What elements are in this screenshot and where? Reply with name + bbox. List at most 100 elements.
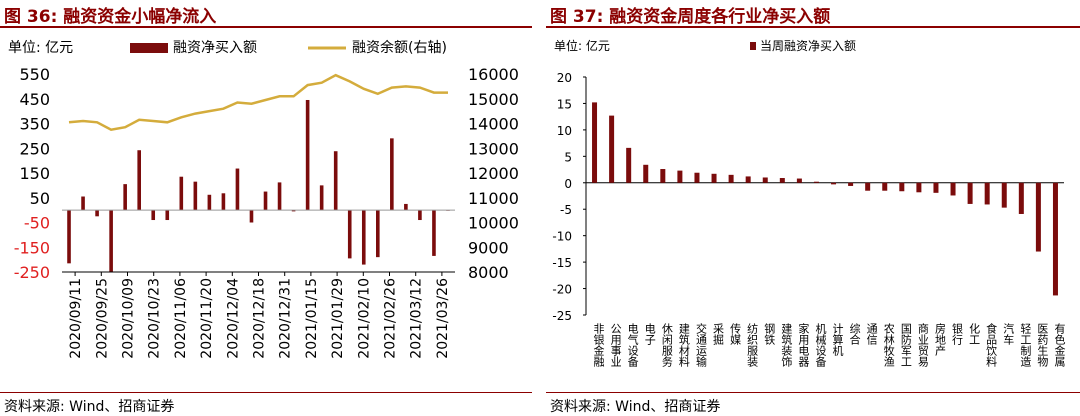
- y-tick-label: -20: [552, 283, 572, 297]
- net-buy-bar: [291, 210, 296, 212]
- left-legend-bar-label: 融资净买入额: [173, 40, 257, 56]
- net-buy-bar: [165, 210, 170, 221]
- industry-bar: [677, 170, 683, 183]
- category-label: 家用电器: [797, 322, 810, 368]
- category-label: 非银金融: [592, 323, 605, 368]
- category-label: 建筑材料: [677, 322, 690, 368]
- category-label: 有色金属: [1053, 322, 1066, 368]
- left-y-tick-label: 250: [19, 139, 50, 158]
- net-buy-bar: [95, 210, 99, 217]
- net-buy-bar: [137, 150, 141, 211]
- industry-bar: [694, 172, 700, 183]
- x-tick-label: 2021/01/15: [304, 278, 320, 359]
- industry-bar: [916, 182, 922, 193]
- right-y-tick-label: 13000: [468, 139, 519, 158]
- category-label: 公用事业: [609, 323, 622, 367]
- right-unit-label: 单位: 亿元: [554, 38, 610, 53]
- x-tick-label: 2020/12/18: [252, 278, 268, 359]
- right-chart: 单位: 亿元 当周融资净买入额 20 15 10 5 0 -5 -10 -15 -20 -25 非银…: [552, 38, 1066, 368]
- category-label: 医药生物: [1036, 323, 1049, 367]
- x-tick-label: 2020/12/04: [225, 278, 241, 359]
- net-buy-bar: [347, 210, 352, 259]
- industry-bar: [984, 182, 990, 205]
- left-y-tick-label: 450: [19, 90, 50, 109]
- left-legend-bar-swatch: [130, 43, 168, 53]
- left-y-tick-label: 150: [19, 164, 50, 183]
- left-chart: 单位: 亿元 融资净买入额 融资余额(右轴) 550 450 350 250 150 50…: [8, 39, 519, 359]
- left-y-tick-label: -150: [14, 238, 50, 257]
- left-bottom-rule: [0, 392, 532, 393]
- y-tick-label: -10: [552, 230, 572, 244]
- net-buy-bar: [109, 210, 113, 272]
- category-label: 综合: [848, 322, 861, 345]
- right-y-tick-label: 9000: [468, 238, 509, 257]
- left-unit-label: 单位: 亿元: [8, 40, 73, 56]
- category-label: 食品饮料: [985, 322, 998, 368]
- margin-balance-line: [68, 73, 448, 132]
- industry-bar: [779, 178, 785, 183]
- net-buy-bar: [193, 181, 198, 211]
- right-y-tick-label: 8000: [468, 263, 509, 282]
- category-label: 农林牧渔: [882, 322, 895, 368]
- industry-bar: [882, 182, 888, 191]
- y-tick-label: 20: [557, 71, 572, 85]
- industry-bar: [1035, 182, 1041, 252]
- net-buy-bar: [249, 210, 254, 223]
- net-buy-bar: [235, 168, 240, 211]
- net-buy-bar: [81, 196, 85, 211]
- net-buy-bar: [404, 203, 408, 211]
- x-tick-label: 2021/03/12: [409, 278, 425, 359]
- category-label: 采掘: [712, 323, 725, 346]
- industry-bar: [711, 173, 717, 183]
- category-label: 传媒: [729, 323, 742, 346]
- right-y-tick-label: 14000: [468, 115, 519, 134]
- x-tick-label: 2020/09/11: [68, 278, 84, 359]
- category-label: 银行: [951, 322, 964, 346]
- industry-bar: [643, 164, 649, 183]
- net-buy-bar: [179, 176, 184, 211]
- industry-bar: [933, 182, 939, 193]
- category-label: 休闲服务: [660, 323, 673, 367]
- category-label: 通信: [865, 323, 878, 346]
- left-y-tick-label: -250: [14, 263, 50, 282]
- category-label: 钢铁: [763, 323, 776, 345]
- net-buy-bar: [151, 210, 156, 221]
- right-y-tick-label: 16000: [468, 65, 519, 84]
- right-title-rule: [546, 26, 1080, 28]
- industry-bar: [899, 182, 905, 192]
- left-figure-title: 图 36: 融资资金小幅净流入: [4, 7, 217, 27]
- industry-bar: [745, 176, 751, 183]
- net-buy-bar: [263, 191, 268, 211]
- net-buy-bar: [376, 210, 380, 258]
- left-legend-line-label: 融资余额(右轴): [352, 39, 447, 56]
- industry-bar: [1001, 182, 1007, 208]
- category-label: 电子: [643, 323, 656, 345]
- x-tick-label: 2021/01/29: [330, 278, 346, 359]
- y-tick-label: -15: [552, 256, 572, 270]
- x-tick-label: 2021/03/26: [435, 278, 451, 359]
- industry-bar: [1018, 182, 1024, 214]
- right-source: 资料来源: Wind、招商证券: [550, 399, 721, 415]
- right-y-tick-label: 12000: [468, 164, 519, 183]
- industry-bar: [796, 178, 802, 183]
- right-bottom-rule: [546, 392, 1080, 393]
- left-title-rule: [0, 26, 532, 28]
- category-label: 汽车: [1002, 322, 1015, 346]
- net-buy-bar: [432, 210, 436, 256]
- net-buy-bar: [390, 138, 394, 211]
- net-buy-bar: [207, 194, 212, 211]
- net-buy-bar: [277, 182, 282, 211]
- category-label: 纺织服装: [746, 322, 759, 368]
- y-tick-label: 10: [557, 124, 572, 138]
- net-buy-bar: [305, 99, 310, 211]
- industry-bar: [609, 115, 615, 183]
- x-tick-label: 2020/09/25: [94, 278, 110, 359]
- category-label: 电气设备: [626, 323, 639, 368]
- left-y-tick-label: 550: [19, 65, 50, 84]
- net-buy-bar: [319, 185, 324, 211]
- industry-bar: [813, 181, 819, 183]
- industry-bar: [626, 147, 632, 183]
- category-label: 计算机: [831, 323, 844, 356]
- right-legend-label: 当周融资净买入额: [760, 39, 856, 53]
- x-tick-label: 2020/10/23: [147, 278, 163, 359]
